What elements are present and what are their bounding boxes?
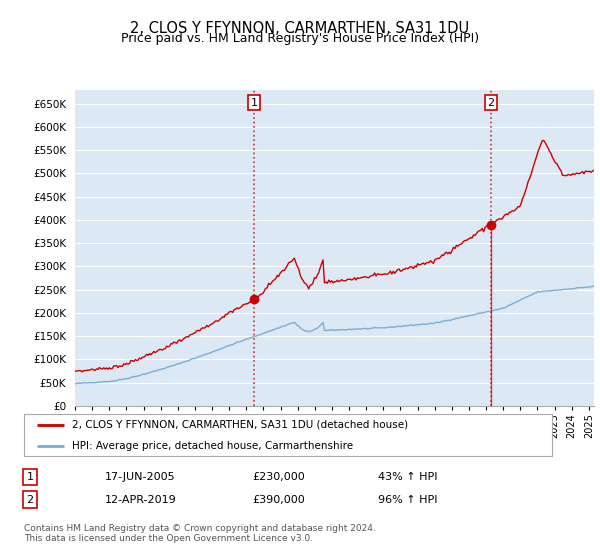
Text: HPI: Average price, detached house, Carmarthenshire: HPI: Average price, detached house, Carm… <box>71 441 353 451</box>
Text: £390,000: £390,000 <box>252 494 305 505</box>
Text: Price paid vs. HM Land Registry's House Price Index (HPI): Price paid vs. HM Land Registry's House … <box>121 32 479 45</box>
Text: 2: 2 <box>487 97 494 108</box>
Text: 12-APR-2019: 12-APR-2019 <box>105 494 177 505</box>
Text: 2: 2 <box>26 494 34 505</box>
Text: Contains HM Land Registry data © Crown copyright and database right 2024.
This d: Contains HM Land Registry data © Crown c… <box>24 524 376 543</box>
Text: 43% ↑ HPI: 43% ↑ HPI <box>378 472 437 482</box>
Text: 17-JUN-2005: 17-JUN-2005 <box>105 472 176 482</box>
Text: 1: 1 <box>26 472 34 482</box>
Text: 1: 1 <box>251 97 257 108</box>
Text: 2, CLOS Y FFYNNON, CARMARTHEN, SA31 1DU: 2, CLOS Y FFYNNON, CARMARTHEN, SA31 1DU <box>130 21 470 36</box>
Text: £230,000: £230,000 <box>252 472 305 482</box>
Text: 2, CLOS Y FFYNNON, CARMARTHEN, SA31 1DU (detached house): 2, CLOS Y FFYNNON, CARMARTHEN, SA31 1DU … <box>71 420 407 430</box>
Text: 96% ↑ HPI: 96% ↑ HPI <box>378 494 437 505</box>
